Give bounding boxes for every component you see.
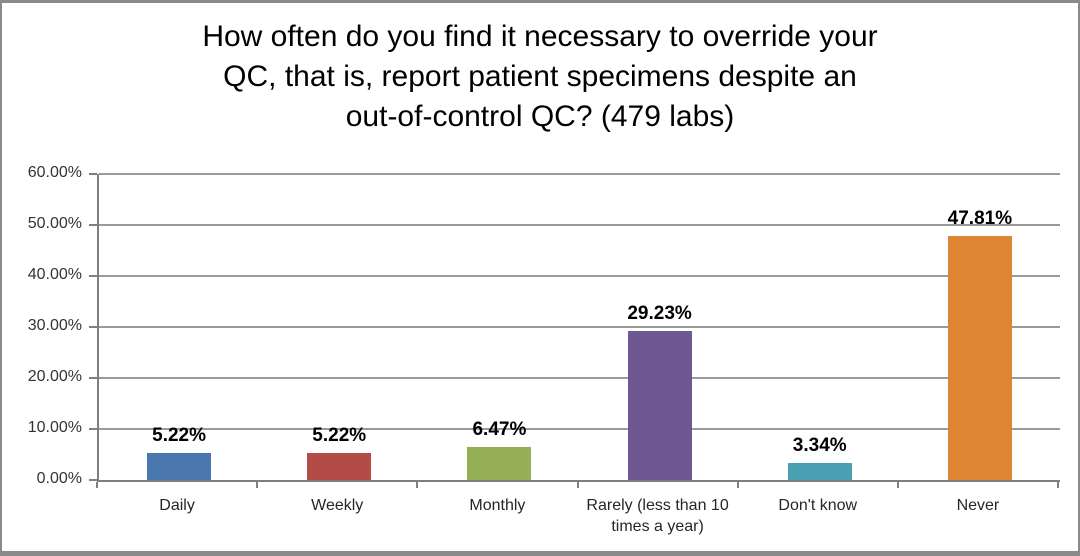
chart-title-line-3: out-of-control QC? (479 labs) [345, 100, 735, 133]
x-axis-tick-4 [736, 482, 739, 488]
x-category-label-2: Monthly [469, 497, 526, 514]
y-axis-tick-10 [89, 428, 97, 430]
plot-area: 5.22% 5.22% 6.47% 29.23% 3.34% 47.81% [97, 173, 1060, 482]
x-category-label-0: Daily [159, 497, 195, 514]
x-category-label-3: Rarely (less than 10 times a year) [586, 497, 729, 535]
x-category-label-5: Never [956, 497, 1000, 514]
bar-2 [467, 447, 532, 480]
x-axis-tick-5 [896, 482, 899, 488]
x-category-label-4: Don't know [778, 497, 858, 514]
bar-1 [307, 453, 372, 480]
chart-title: How often do you find it necessary to ov… [2, 17, 1078, 137]
bar-5 [947, 236, 1012, 480]
y-axis-label-0: 0.00% [36, 470, 82, 487]
bar-value-label-5: 47.81% [947, 208, 1013, 230]
chart-title-line-1: How often do you find it necessary to ov… [202, 20, 878, 53]
y-axis-label-40: 40.00% [27, 266, 82, 283]
y-axis-label-30: 30.00% [27, 317, 82, 334]
y-axis-label-10: 10.00% [27, 419, 82, 436]
bar-value-label-3: 29.23% [627, 302, 692, 324]
gridline-50 [99, 224, 1060, 226]
bar-value-label-1: 5.22% [312, 425, 367, 447]
y-axis-tick-20 [89, 377, 97, 379]
bar-value-label-0: 5.22% [152, 425, 207, 447]
x-category-label-1: Weekly [311, 497, 364, 514]
gridline-20 [99, 377, 1060, 379]
gridline-10 [99, 428, 1060, 430]
bar-0 [147, 453, 212, 480]
x-axis-tick-3 [576, 482, 579, 488]
x-axis-tick-2 [416, 482, 419, 488]
gridline-40 [99, 275, 1060, 277]
x-axis-tick-6 [1057, 482, 1059, 488]
chart-title-line-2: QC, that is, report patient specimens de… [223, 60, 857, 93]
bar-value-label-4: 3.34% [792, 434, 847, 456]
y-axis-tick-50 [89, 224, 97, 226]
bar-3 [627, 330, 692, 480]
y-axis-tick-60 [89, 173, 97, 175]
gridline-60 [99, 173, 1060, 175]
x-axis-tick-1 [256, 482, 259, 488]
bar-4 [787, 462, 852, 480]
bar-value-label-2: 6.47% [472, 419, 527, 441]
y-axis-label-20: 20.00% [27, 368, 82, 385]
gridline-30 [99, 326, 1060, 328]
y-axis-tick-40 [89, 275, 97, 277]
y-axis-tick-30 [89, 326, 97, 328]
y-axis-tick-0 [89, 479, 97, 481]
x-axis-tick-0 [96, 482, 98, 488]
y-axis-label-50: 50.00% [27, 215, 82, 232]
y-axis-label-60: 60.00% [27, 164, 82, 181]
